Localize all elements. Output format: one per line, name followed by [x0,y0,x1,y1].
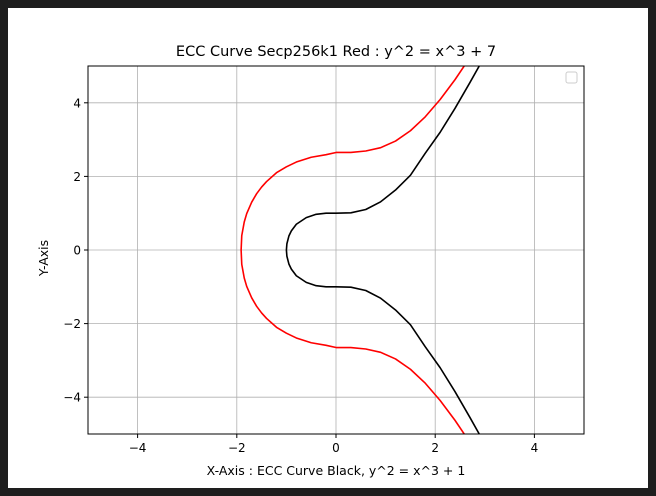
series-line-red [240,66,466,434]
y-tick-label: 2 [73,170,81,184]
x-axis-label: X-Axis : ECC Curve Black, y^2 = x^3 + 1 [207,463,466,478]
y-tick-label: 4 [73,96,81,110]
x-tick-label: 2 [431,441,439,455]
legend-box [565,71,578,84]
y-tick-label: −2 [63,317,81,331]
chart-title: ECC Curve Secp256k1 Red : y^2 = x^3 + 7 [176,44,496,60]
y-tick-label: −4 [63,391,81,405]
y-axis-label: Y-Axis [36,240,51,277]
x-tick-label: 4 [531,441,539,455]
y-tick-label: 0 [73,244,81,258]
series-line-black [285,66,481,434]
x-tick-label: −4 [129,441,147,455]
x-tick-label: 0 [332,441,340,455]
x-tick-label: −2 [228,441,246,455]
figure: ECC Curve Secp256k1 Red : y^2 = x^3 + 7 … [8,8,648,488]
ecc-chart: ECC Curve Secp256k1 Red : y^2 = x^3 + 7 … [36,44,585,478]
